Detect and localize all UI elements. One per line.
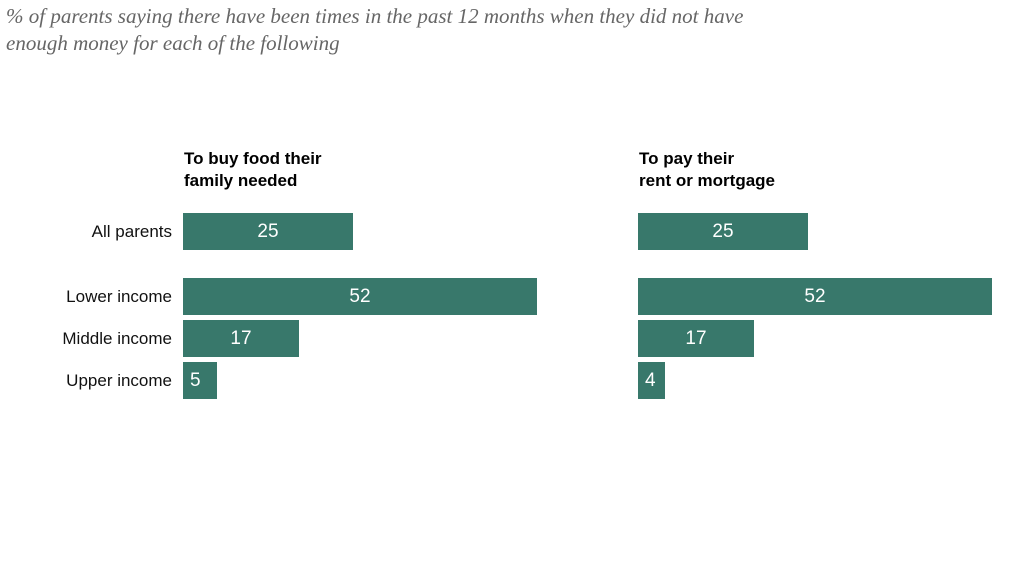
chart-title: % of parents saying there have been time… — [6, 3, 743, 57]
panel-header-rent-line-2: rent or mortgage — [639, 171, 776, 190]
bar-rent-all-parents: 25 — [638, 213, 808, 250]
panel-header-food-line-1: To buy food their — [184, 149, 322, 168]
bar-food-middle-income: 17 — [183, 320, 299, 357]
category-label-all-parents: All parents — [91, 222, 172, 241]
bar-value-label: 5 — [190, 369, 201, 391]
category-label-middle-income: Middle income — [62, 329, 172, 348]
bar-value-label: 25 — [712, 220, 734, 242]
bar-food-all-parents: 25 — [183, 213, 353, 250]
bar-value-label: 25 — [257, 220, 279, 242]
bar-value-label: 52 — [349, 285, 371, 307]
bar-value-label: 4 — [645, 369, 656, 391]
panel-header-food: To buy food their family needed — [184, 148, 322, 192]
bar-value-label: 17 — [685, 327, 707, 349]
bar-food-upper-income: 5 — [183, 362, 217, 399]
panel-header-food-line-2: family needed — [184, 171, 298, 190]
bar-value-label: 17 — [230, 327, 252, 349]
bar-rent-lower-income: 52 — [638, 278, 992, 315]
chart-title-line-1: % of parents saying there have been time… — [6, 4, 744, 28]
category-label-lower-income: Lower income — [66, 287, 172, 306]
panel-header-rent: To pay their rent or mortgage — [639, 148, 775, 192]
bar-food-lower-income: 52 — [183, 278, 537, 315]
bar-rent-middle-income: 17 — [638, 320, 754, 357]
chart-title-line-2: enough money for each of the following — [6, 31, 340, 55]
bar-value-label: 52 — [804, 285, 826, 307]
category-label-upper-income: Upper income — [66, 371, 172, 390]
panel-header-rent-line-1: To pay their — [639, 149, 735, 168]
bar-rent-upper-income: 4 — [638, 362, 665, 399]
